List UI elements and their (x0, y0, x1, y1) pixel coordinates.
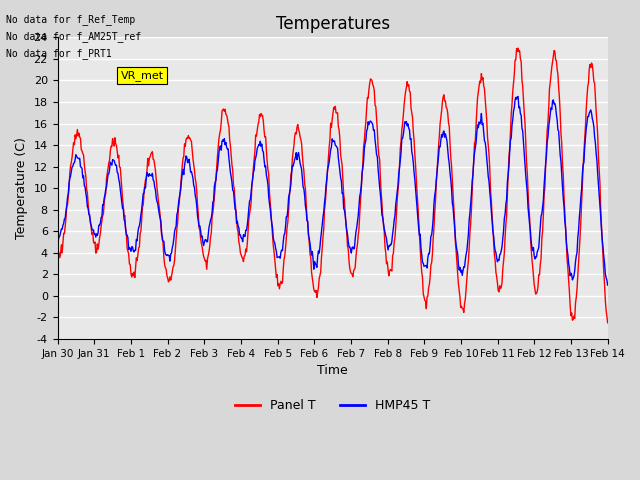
HMP45 T (205, 224, 213, 230)
Panel T (63, 202, 71, 208)
HMP45 T (604, 282, 611, 288)
Text: No data for f_AM25T_ref: No data for f_AM25T_ref (6, 31, 141, 42)
HMP45 T (399, 132, 407, 137)
Panel T (604, 320, 611, 326)
Title: Temperatures: Temperatures (275, 15, 390, 33)
Panel T (415, 230, 423, 236)
X-axis label: Time: Time (317, 364, 348, 377)
Panel T (176, 191, 184, 196)
Panel T (54, 252, 61, 258)
Panel T (399, 112, 407, 118)
Panel T (120, 214, 128, 219)
HMP45 T (176, 192, 184, 197)
Legend: Panel T, HMP45 T: Panel T, HMP45 T (230, 394, 435, 417)
Text: No data for f_PRT1: No data for f_PRT1 (6, 48, 112, 59)
Text: VR_met: VR_met (121, 70, 164, 81)
HMP45 T (54, 238, 61, 243)
Y-axis label: Temperature (C): Temperature (C) (15, 137, 28, 239)
HMP45 T (63, 195, 71, 201)
HMP45 T (415, 233, 423, 239)
Line: Panel T: Panel T (58, 48, 607, 323)
Panel T (205, 249, 213, 254)
Panel T (515, 45, 522, 51)
HMP45 T (120, 216, 128, 222)
Line: HMP45 T: HMP45 T (58, 96, 607, 285)
HMP45 T (515, 94, 522, 99)
Text: No data for f_Ref_Temp: No data for f_Ref_Temp (6, 14, 136, 25)
